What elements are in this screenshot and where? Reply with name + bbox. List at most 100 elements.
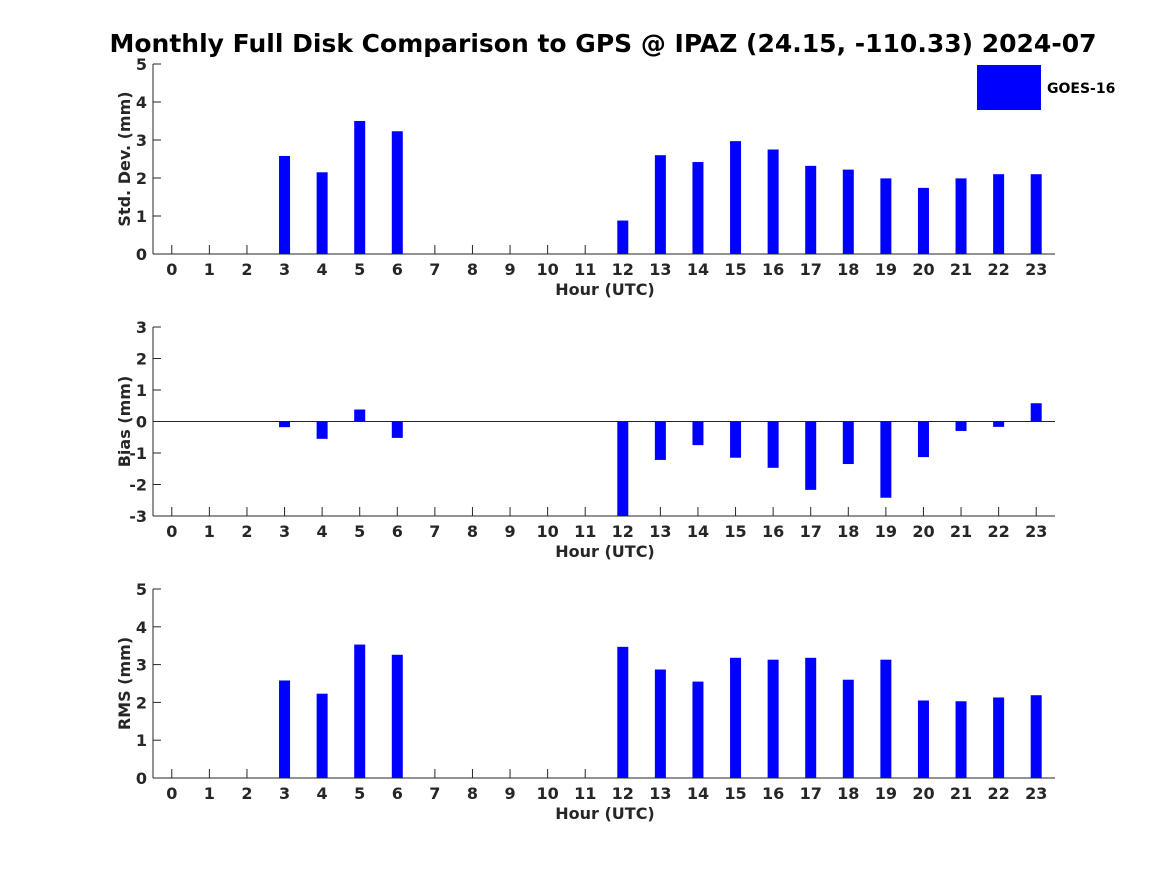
x-tick-label: 15 <box>724 260 746 279</box>
x-tick-label: 1 <box>204 784 215 803</box>
y-tick-label: 5 <box>136 580 147 599</box>
bar-hour-22 <box>993 174 1005 254</box>
x-tick-label: 14 <box>687 522 709 541</box>
x-tick-label: 10 <box>536 784 558 803</box>
x-tick-label: 11 <box>574 260 596 279</box>
bar-hour-19 <box>880 421 892 498</box>
x-tick-label: 3 <box>279 522 290 541</box>
x-tick-label: 21 <box>950 784 972 803</box>
bar-hour-5 <box>354 409 366 422</box>
bar-hour-15 <box>730 657 742 778</box>
y-tick-label: 4 <box>136 618 147 637</box>
x-tick-label: 14 <box>687 260 709 279</box>
y-axis-label: Bias (mm) <box>115 376 134 468</box>
bar-hour-23 <box>1030 695 1042 778</box>
bar-hour-21 <box>955 701 967 778</box>
x-tick-label: 18 <box>837 522 859 541</box>
y-tick-label: 3 <box>136 131 147 150</box>
bar-hour-17 <box>805 421 817 490</box>
y-tick-label: 0 <box>136 413 147 432</box>
x-tick-label: 22 <box>987 260 1009 279</box>
x-tick-label: 2 <box>241 260 252 279</box>
bar-hour-13 <box>654 669 666 778</box>
bar-hour-12 <box>617 421 629 516</box>
bar-hour-4 <box>316 693 328 778</box>
y-tick-label: -1 <box>129 444 147 463</box>
y-tick-label: 3 <box>136 656 147 675</box>
bar-hour-20 <box>917 187 929 254</box>
x-tick-label: 8 <box>467 784 478 803</box>
bar-hour-13 <box>654 155 666 254</box>
bar-hour-6 <box>391 131 403 254</box>
x-tick-label: 12 <box>612 522 634 541</box>
bar-hour-12 <box>617 646 629 778</box>
x-tick-label: 19 <box>875 784 897 803</box>
y-tick-label: 1 <box>136 381 147 400</box>
x-tick-label: 5 <box>354 260 365 279</box>
x-tick-label: 4 <box>317 522 328 541</box>
x-tick-label: 15 <box>724 522 746 541</box>
x-tick-label: 7 <box>429 522 440 541</box>
bar-hour-17 <box>805 657 817 778</box>
bar-hour-23 <box>1030 174 1042 254</box>
x-tick-label: 22 <box>987 784 1009 803</box>
bar-hour-18 <box>842 679 854 778</box>
x-tick-label: 23 <box>1025 784 1047 803</box>
bar-hour-22 <box>993 421 1005 427</box>
y-tick-label: -2 <box>129 476 147 495</box>
y-tick-label: -3 <box>129 507 147 526</box>
bar-hour-16 <box>767 421 779 468</box>
x-tick-label: 22 <box>987 522 1009 541</box>
x-tick-label: 11 <box>574 522 596 541</box>
x-tick-label: 23 <box>1025 522 1047 541</box>
bar-hour-12 <box>617 220 629 254</box>
x-tick-label: 8 <box>467 522 478 541</box>
bar-hour-4 <box>316 172 328 254</box>
x-tick-label: 18 <box>837 260 859 279</box>
x-tick-label: 17 <box>800 784 822 803</box>
y-axis-label: RMS (mm) <box>115 637 134 730</box>
bar-hour-14 <box>692 162 704 254</box>
bar-hour-5 <box>354 644 366 778</box>
x-tick-label: 9 <box>504 522 515 541</box>
x-tick-label: 13 <box>649 260 671 279</box>
y-tick-label: 3 <box>136 318 147 337</box>
x-tick-label: 20 <box>912 260 934 279</box>
x-tick-label: 12 <box>612 784 634 803</box>
x-tick-label: 10 <box>536 522 558 541</box>
y-tick-label: 1 <box>136 731 147 750</box>
y-tick-label: 2 <box>136 350 147 369</box>
bar-hour-18 <box>842 421 854 465</box>
x-tick-label: 15 <box>724 784 746 803</box>
x-tick-label: 20 <box>912 522 934 541</box>
x-tick-label: 5 <box>354 784 365 803</box>
bar-hour-21 <box>955 421 967 431</box>
bar-hour-16 <box>767 659 779 778</box>
bar-hour-22 <box>993 697 1005 778</box>
bar-hour-19 <box>880 659 892 778</box>
x-axis-label: Hour (UTC) <box>555 542 655 561</box>
bar-hour-19 <box>880 178 892 254</box>
bar-hour-23 <box>1030 403 1042 422</box>
bar-hour-6 <box>391 421 403 438</box>
x-tick-label: 16 <box>762 784 784 803</box>
x-tick-label: 1 <box>204 522 215 541</box>
bar-hour-5 <box>354 121 366 254</box>
y-tick-label: 0 <box>136 245 147 264</box>
x-axis-label: Hour (UTC) <box>555 804 655 823</box>
bar-hour-13 <box>654 421 666 460</box>
x-tick-label: 2 <box>241 784 252 803</box>
bar-hour-3 <box>279 421 291 428</box>
x-tick-label: 16 <box>762 522 784 541</box>
bar-hour-20 <box>917 700 929 778</box>
x-tick-label: 13 <box>649 522 671 541</box>
x-tick-label: 11 <box>574 784 596 803</box>
y-axis-label: Std. Dev. (mm) <box>115 91 134 226</box>
y-tick-label: 4 <box>136 93 147 112</box>
x-tick-label: 20 <box>912 784 934 803</box>
legend-label: GOES-16 <box>1047 81 1115 97</box>
x-tick-label: 3 <box>279 260 290 279</box>
x-tick-label: 5 <box>354 522 365 541</box>
